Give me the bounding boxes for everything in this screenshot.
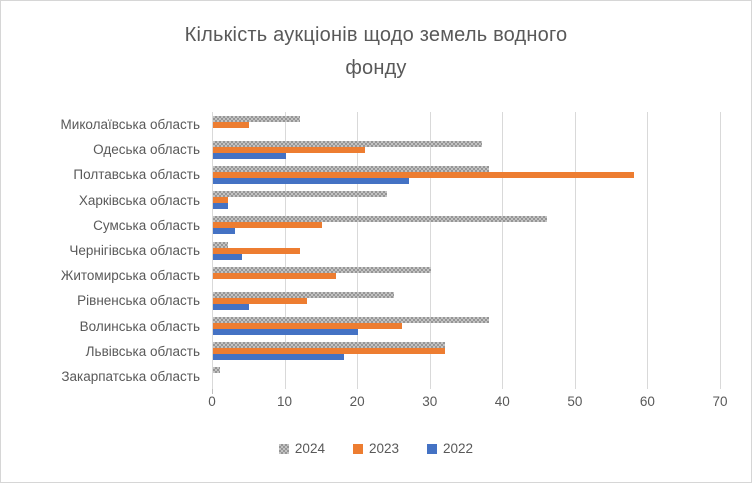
value-tick-label-30: 30	[422, 394, 438, 409]
legend-swatch-2023	[352, 443, 363, 454]
bar-2022-row5	[213, 253, 243, 260]
bar-2024-row1	[213, 140, 482, 147]
category-label-6: Житомирська область	[60, 268, 200, 284]
legend-label-2022: 2022	[443, 441, 474, 456]
legend-swatch-2022	[427, 443, 438, 454]
bar-2024-row7	[213, 291, 395, 298]
category-label-2: Полтавська область	[73, 167, 200, 183]
value-tick-label-10: 10	[277, 394, 293, 409]
category-label-10: Закарпатська область	[61, 368, 200, 384]
category-label-0: Миколаївська область	[60, 117, 200, 133]
gridline-0	[212, 112, 213, 389]
gridline-30	[429, 112, 431, 389]
bar-2024-row10	[213, 367, 221, 374]
bar-2023-row4	[213, 222, 322, 229]
bar-2023-row1	[213, 146, 366, 153]
legend-swatch-2024	[278, 443, 289, 454]
bar-2023-row6	[213, 272, 337, 279]
bar-2022-row1	[213, 152, 286, 159]
bar-2023-row8	[213, 323, 402, 330]
gridline-60	[647, 112, 649, 389]
bar-2022-row4	[213, 228, 235, 235]
plot-area	[212, 112, 721, 394]
category-label-7: Рівненська область	[77, 293, 200, 309]
value-tick-label-20: 20	[349, 394, 365, 409]
bar-2023-row0	[213, 121, 250, 128]
gridline-20	[357, 112, 359, 389]
legend-label-2024: 2024	[294, 441, 325, 456]
bar-2024-row3	[213, 191, 388, 198]
bar-2024-row0	[213, 115, 301, 122]
bar-2022-row3	[213, 203, 228, 210]
bar-2024-row8	[213, 317, 489, 324]
bar-2024-row6	[213, 266, 431, 273]
category-label-1: Одеська область	[93, 142, 200, 158]
bar-2023-row9	[213, 348, 446, 355]
category-label-4: Сумська область	[93, 217, 200, 233]
legend-label-2023: 2023	[368, 441, 400, 456]
bar-2022-row9	[213, 354, 344, 361]
legend-item-2024: 2024	[278, 441, 325, 456]
bar-2024-row2	[213, 165, 489, 172]
category-axis-labels: Миколаївська область Одеська область Полта…	[1, 112, 206, 389]
gridline-40	[502, 112, 504, 389]
bar-2023-row7	[213, 297, 308, 304]
bar-2022-row7	[213, 303, 250, 310]
bar-2024-row9	[213, 342, 446, 349]
bar-2023-row5	[213, 247, 301, 254]
value-tick-label-70: 70	[712, 394, 728, 409]
bar-2022-row2	[213, 177, 409, 184]
bar-2024-row4	[213, 216, 547, 223]
category-label-8: Волинська область	[79, 318, 200, 334]
gridline-70	[720, 112, 721, 389]
legend-item-2023: 2023	[352, 441, 400, 456]
value-axis-labels: 0 10 20 30 40 50 60 70	[208, 394, 727, 412]
bar-2023-row2	[213, 171, 634, 178]
legend-item-2022: 2022	[427, 441, 473, 456]
category-label-5: Чернігівська область	[69, 242, 200, 258]
gridline-50	[574, 112, 576, 389]
chart-title-line-2: фонду	[345, 57, 407, 79]
axis-tick-0	[212, 389, 213, 394]
chart-title-line-1: Кількість аукціонів щодо земель водного	[184, 24, 568, 46]
category-label-3: Харківська область	[78, 192, 200, 208]
chart-title: Кількість аукціонів щодо земель водного …	[76, 19, 676, 85]
bar-2022-row8	[213, 329, 359, 336]
bar-2024-row5	[213, 241, 228, 248]
bar-2023-row3	[213, 197, 228, 204]
value-tick-label-0: 0	[208, 394, 216, 409]
value-tick-label-50: 50	[567, 394, 583, 409]
category-label-9: Львівська область	[85, 343, 200, 359]
value-tick-label-40: 40	[494, 394, 510, 409]
value-tick-label-60: 60	[639, 394, 655, 409]
legend: 2024 2023 2022	[1, 441, 751, 456]
